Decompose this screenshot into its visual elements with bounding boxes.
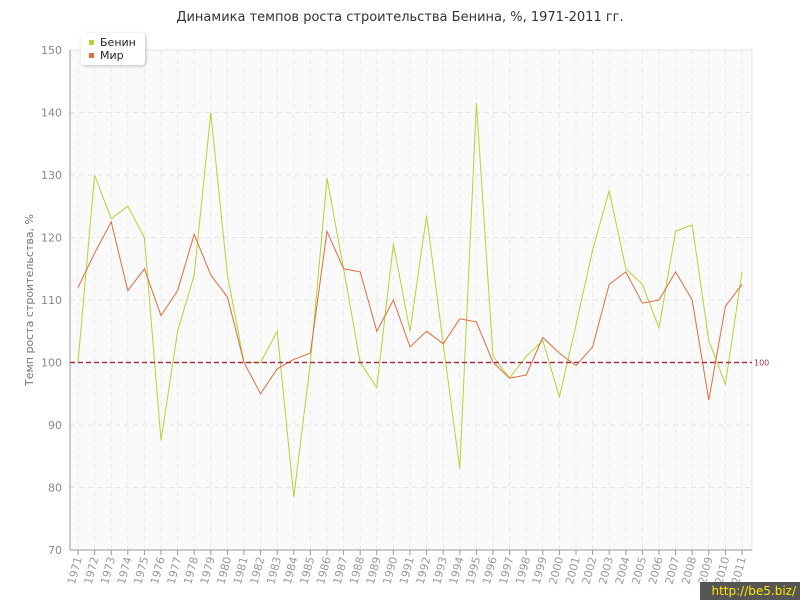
legend-item-benin[interactable]: Бенин bbox=[89, 36, 136, 50]
reference-line-label: 100 bbox=[754, 359, 769, 368]
y-tick-label: 80 bbox=[48, 482, 62, 495]
legend: Бенин Мир bbox=[81, 33, 145, 65]
y-tick-label: 90 bbox=[48, 419, 62, 432]
series-line-benin[interactable] bbox=[77, 103, 743, 497]
y-tick-label: 130 bbox=[41, 169, 62, 182]
y-tick-label: 100 bbox=[41, 357, 62, 370]
chart-title: Динамика темпов роста строительства Бени… bbox=[176, 10, 624, 25]
legend-label-benin: Бенин bbox=[100, 36, 136, 49]
y-tick-label: 120 bbox=[41, 232, 62, 245]
legend-swatch-benin bbox=[89, 39, 94, 45]
y-tick-label: 70 bbox=[48, 544, 62, 557]
y-axis-label: Темп роста строительства, % bbox=[23, 214, 36, 387]
y-tick-label: 110 bbox=[41, 294, 62, 307]
legend-label-world: Мир bbox=[100, 49, 124, 62]
y-tick-label: 150 bbox=[41, 44, 62, 57]
legend-item-world[interactable]: Мир bbox=[89, 49, 124, 63]
y-tick-label: 140 bbox=[41, 107, 62, 120]
watermark[interactable]: http://be5.biz/ bbox=[700, 582, 800, 600]
series-line-world[interactable] bbox=[77, 220, 743, 401]
legend-swatch-world bbox=[89, 52, 94, 58]
